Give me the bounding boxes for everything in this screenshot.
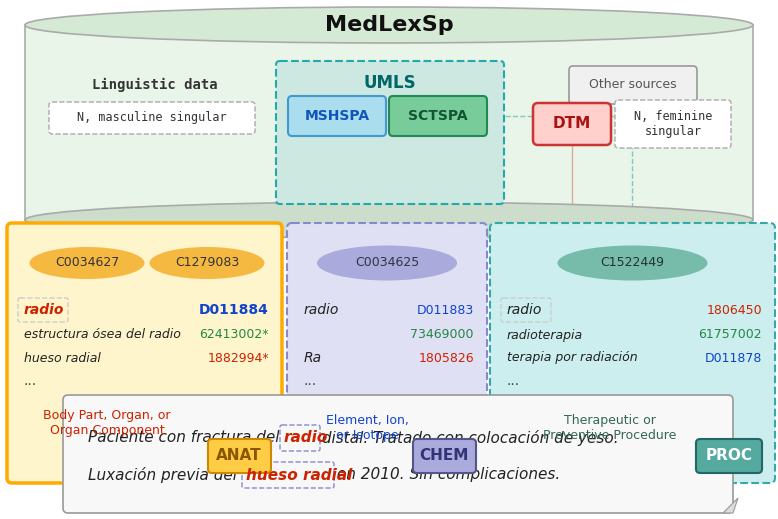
Text: 1806450: 1806450 xyxy=(706,304,762,317)
FancyBboxPatch shape xyxy=(49,102,255,134)
Text: DTM: DTM xyxy=(553,116,591,131)
Text: ...: ... xyxy=(304,374,317,388)
Text: MSHSPA: MSHSPA xyxy=(304,109,370,123)
Text: C0034627: C0034627 xyxy=(55,256,119,269)
Text: ...: ... xyxy=(24,374,37,388)
Text: radioterapia: radioterapia xyxy=(507,329,584,342)
Ellipse shape xyxy=(25,7,753,43)
Text: Luxación previa del: Luxación previa del xyxy=(88,467,242,483)
FancyBboxPatch shape xyxy=(696,439,762,473)
Ellipse shape xyxy=(149,247,265,279)
Text: en 2010. Sin complicaciones.: en 2010. Sin complicaciones. xyxy=(332,468,560,483)
Ellipse shape xyxy=(30,247,145,279)
Text: D011878: D011878 xyxy=(705,351,762,364)
Text: Therapeutic or
Preventive Procedure: Therapeutic or Preventive Procedure xyxy=(543,414,677,442)
FancyBboxPatch shape xyxy=(208,439,271,473)
Ellipse shape xyxy=(317,245,457,280)
Text: N, masculine singular: N, masculine singular xyxy=(77,112,227,125)
Text: Linguistic data: Linguistic data xyxy=(92,78,218,92)
Text: C1279083: C1279083 xyxy=(175,256,239,269)
Text: MedLexSp: MedLexSp xyxy=(324,15,454,35)
FancyBboxPatch shape xyxy=(615,100,731,148)
Text: hueso radial: hueso radial xyxy=(24,351,101,364)
Text: terapia por radiación: terapia por radiación xyxy=(507,351,638,364)
FancyBboxPatch shape xyxy=(288,96,386,136)
FancyBboxPatch shape xyxy=(490,223,775,483)
Text: Paciente con fractura del: Paciente con fractura del xyxy=(88,430,285,445)
Text: radio: radio xyxy=(284,430,328,445)
Polygon shape xyxy=(723,498,738,513)
Text: radio: radio xyxy=(507,303,542,317)
Text: 73469000: 73469000 xyxy=(411,329,474,342)
Text: D011884: D011884 xyxy=(199,303,269,317)
Ellipse shape xyxy=(558,245,707,280)
Text: PROC: PROC xyxy=(706,448,752,463)
Text: C0034625: C0034625 xyxy=(355,256,419,269)
FancyBboxPatch shape xyxy=(569,66,697,104)
Text: estructura ósea del radio: estructura ósea del radio xyxy=(24,329,180,342)
FancyBboxPatch shape xyxy=(276,61,504,204)
FancyBboxPatch shape xyxy=(63,395,733,513)
Ellipse shape xyxy=(25,202,753,238)
Text: C1522449: C1522449 xyxy=(601,256,664,269)
FancyBboxPatch shape xyxy=(7,223,282,483)
Text: 61757002: 61757002 xyxy=(699,329,762,342)
Text: Other sources: Other sources xyxy=(589,78,677,91)
Text: radio: radio xyxy=(304,303,339,317)
FancyBboxPatch shape xyxy=(287,223,487,483)
Text: 1805826: 1805826 xyxy=(419,351,474,364)
Text: 1882994*: 1882994* xyxy=(208,351,269,364)
FancyBboxPatch shape xyxy=(533,103,611,145)
Text: distal. Tratado con colocación de yeso.: distal. Tratado con colocación de yeso. xyxy=(317,430,619,446)
Text: ...: ... xyxy=(507,374,520,388)
Bar xyxy=(25,25,753,220)
Text: D011883: D011883 xyxy=(417,304,474,317)
FancyBboxPatch shape xyxy=(389,96,487,136)
Text: UMLS: UMLS xyxy=(363,74,416,92)
Text: Ra: Ra xyxy=(304,351,322,365)
Text: CHEM: CHEM xyxy=(419,448,468,463)
Text: Body Part, Organ, or
Organ Component: Body Part, Organ, or Organ Component xyxy=(44,409,170,437)
Text: N, feminine
singular: N, feminine singular xyxy=(634,110,712,138)
Text: radio: radio xyxy=(24,303,65,317)
Text: SCTSPA: SCTSPA xyxy=(408,109,468,123)
Text: ANAT: ANAT xyxy=(216,448,262,463)
FancyBboxPatch shape xyxy=(413,439,476,473)
Text: Element, Ion,
or Isotope: Element, Ion, or Isotope xyxy=(325,414,408,442)
Text: 62413002*: 62413002* xyxy=(199,329,269,342)
Text: hueso radial: hueso radial xyxy=(246,468,352,483)
